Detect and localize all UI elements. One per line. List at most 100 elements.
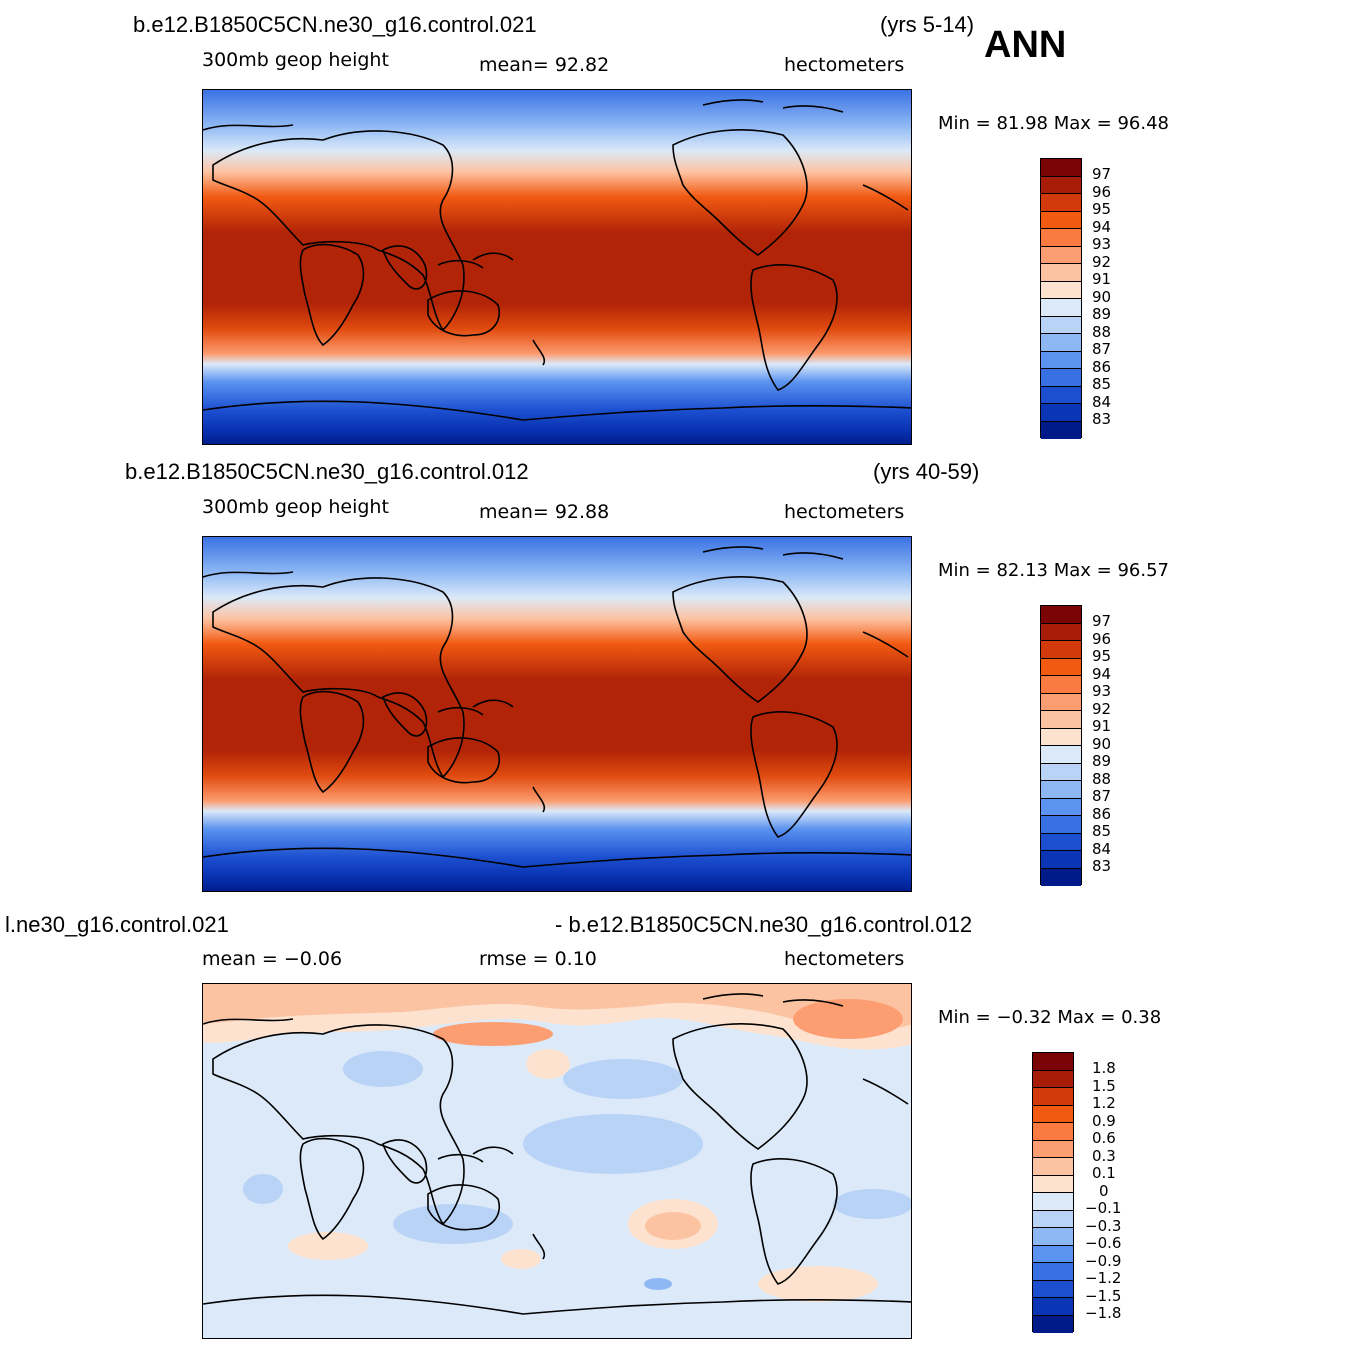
panel2-map	[202, 536, 912, 892]
panel2-swatch	[1041, 746, 1081, 764]
panel3-rmse: rmse = 0.10	[479, 948, 597, 970]
panel2-swatch	[1041, 676, 1081, 694]
panel3-swatch	[1033, 1175, 1073, 1193]
panel2-units: hectometers	[784, 501, 905, 523]
panel1-swatch	[1041, 159, 1081, 177]
panel1-colorbar	[1040, 158, 1082, 439]
colorbar-tick-label: 93	[1092, 682, 1112, 700]
panel1-swatch	[1041, 194, 1081, 212]
colorbar-tick-label: −1.2	[1085, 1269, 1122, 1287]
panel1-swatch	[1041, 281, 1081, 299]
panel2-swatch	[1041, 798, 1081, 816]
panel2-minmax: Min = 82.13 Max = 96.57	[938, 560, 1169, 581]
colorbar-tick-label: 90	[1092, 287, 1112, 306]
colorbar-tick-label: 87	[1092, 787, 1112, 805]
panel2-swatch	[1041, 606, 1081, 624]
panel3-swatch	[1033, 1070, 1073, 1088]
panel2-swatch	[1041, 693, 1081, 711]
colorbar-tick-label: 93	[1092, 235, 1112, 253]
panel2-swatch	[1041, 816, 1081, 834]
panel1-swatch	[1041, 246, 1081, 264]
panel1-units: hectometers	[784, 54, 905, 76]
panel2-mean: mean= 92.88	[479, 501, 610, 523]
colorbar-tick-label: −0.1	[1085, 1199, 1122, 1217]
panel1-swatch	[1041, 334, 1081, 352]
colorbar-tick-label: 85	[1092, 822, 1112, 840]
panel2-swatch	[1041, 868, 1081, 886]
colorbar-tick-label: 94	[1092, 664, 1112, 683]
colorbar-tick-label: 90	[1092, 734, 1112, 753]
panel2-coastlines	[203, 546, 911, 868]
panel2-swatch	[1041, 833, 1081, 851]
colorbar-tick-label: 0.3	[1092, 1146, 1116, 1165]
panel1-swatch	[1041, 386, 1081, 404]
colorbar-tick-label: 97	[1092, 612, 1112, 630]
panel1-coastlines	[203, 99, 911, 421]
panel2-swatch	[1041, 711, 1081, 729]
colorbar-tick-label: 86	[1092, 357, 1112, 376]
colorbar-tick-label: 88	[1092, 769, 1112, 788]
panel1-swatch	[1041, 229, 1081, 247]
panel2-swatch	[1041, 658, 1081, 676]
season-label: ANN	[984, 24, 1067, 66]
panel2-swatch	[1041, 781, 1081, 799]
panel3-swatch	[1033, 1280, 1073, 1298]
panel3-swatch	[1033, 1105, 1073, 1123]
panel1-swatch	[1041, 211, 1081, 229]
colorbar-tick-label: 83	[1092, 857, 1112, 875]
panel3-swatch	[1033, 1193, 1073, 1211]
panel1-map-svg	[203, 90, 911, 444]
colorbar-tick-label: 92	[1092, 252, 1112, 271]
colorbar-tick-label: 92	[1092, 699, 1112, 718]
panel1-years: (yrs 5-14)	[880, 12, 975, 37]
panel1-swatch	[1041, 404, 1081, 422]
panel2-years: (yrs 40-59)	[873, 459, 980, 484]
panel1-swatch	[1041, 176, 1081, 194]
colorbar-tick-label: 0.9	[1092, 1111, 1116, 1130]
panel1-mean: mean= 92.82	[479, 54, 610, 76]
panel3-swatch	[1033, 1140, 1073, 1158]
panel2-swatch	[1041, 728, 1081, 746]
colorbar-tick-label: 88	[1092, 322, 1112, 341]
colorbar-tick-label: 0	[1099, 1181, 1109, 1200]
panel2-case-name: b.e12.B1850C5CN.ne30_g16.control.012	[125, 459, 529, 484]
colorbar-tick-label: 87	[1092, 340, 1112, 358]
colorbar-tick-label: −0.9	[1085, 1251, 1122, 1270]
panel1-field-label: 300mb geop height	[202, 49, 389, 71]
panel2-swatch	[1041, 851, 1081, 869]
colorbar-tick-label: 1.8	[1092, 1059, 1116, 1077]
panel2-swatch	[1041, 623, 1081, 641]
panel3-case-name: l.ne30_g16.control.021	[5, 912, 229, 937]
colorbar-tick-label: 95	[1092, 647, 1112, 665]
panel3-swatch	[1033, 1210, 1073, 1228]
panel3-coastlines	[203, 993, 911, 1315]
panel3-swatch	[1033, 1088, 1073, 1106]
panel2-colorbar	[1040, 605, 1082, 886]
colorbar-tick-label: 95	[1092, 200, 1112, 218]
colorbar-tick-label: 84	[1092, 839, 1112, 858]
panel2-swatch	[1041, 641, 1081, 659]
colorbar-tick-label: 96	[1092, 182, 1112, 201]
panel3-swatch	[1033, 1263, 1073, 1281]
colorbar-tick-label: 1.5	[1092, 1076, 1116, 1095]
panel3-swatch	[1033, 1053, 1073, 1071]
panel3-minmax: Min = −0.32 Max = 0.38	[938, 1007, 1162, 1028]
colorbar-tick-label: 94	[1092, 217, 1112, 236]
panel3-map	[202, 983, 912, 1339]
colorbar-tick-label: −0.6	[1085, 1234, 1122, 1252]
panel3-swatch	[1033, 1298, 1073, 1316]
colorbar-tick-label: 89	[1092, 305, 1112, 323]
colorbar-tick-label: 86	[1092, 804, 1112, 823]
colorbar-tick-label: 83	[1092, 410, 1112, 428]
colorbar-tick-label: 84	[1092, 392, 1112, 411]
panel1-map	[202, 89, 912, 445]
panel3-colorbar	[1032, 1052, 1074, 1333]
panel3-swatch	[1033, 1245, 1073, 1263]
colorbar-tick-label: −0.3	[1085, 1216, 1122, 1235]
colorbar-tick-label: −1.5	[1085, 1286, 1122, 1305]
panel1-swatch	[1041, 369, 1081, 387]
panel3-mean: mean = −0.06	[202, 948, 343, 970]
colorbar-tick-label: 91	[1092, 270, 1112, 288]
colorbar-tick-label: 96	[1092, 629, 1112, 648]
panel3-map-svg	[203, 984, 911, 1338]
